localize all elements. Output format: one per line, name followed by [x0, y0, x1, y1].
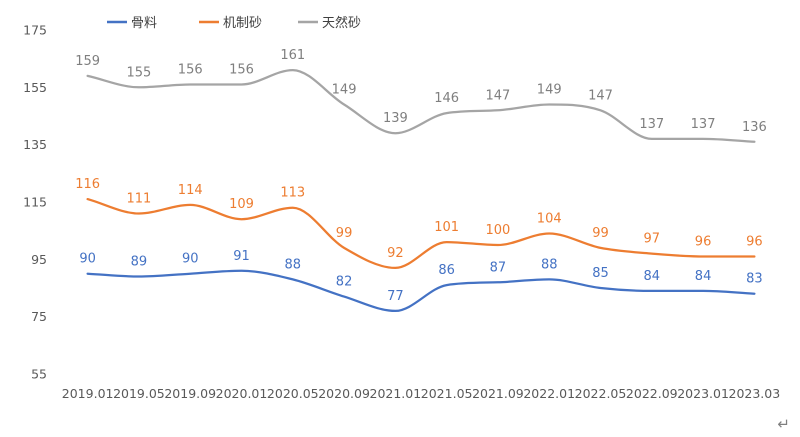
series-line-0 [86, 269, 756, 313]
data-label: 155 [127, 65, 152, 80]
data-label: 147 [486, 88, 511, 103]
data-label: 87 [490, 260, 507, 275]
x-tick-label: 2019.01 [62, 386, 114, 401]
x-tick-label: 2020.01 [216, 386, 268, 401]
data-label: 159 [75, 54, 100, 69]
x-tick-label: 2022.09 [626, 386, 678, 401]
x-tick-label: 2022.05 [575, 386, 627, 401]
data-label: 156 [229, 62, 254, 77]
legend-label: 骨料 [131, 16, 157, 31]
x-tick-label: 2021.09 [472, 386, 524, 401]
legend: 骨料 机制砂 天然砂 [107, 15, 361, 31]
x-tick-label: 2023.01 [677, 386, 729, 401]
data-label: 149 [537, 83, 562, 98]
data-label: 86 [438, 263, 455, 278]
x-tick-label: 2020.05 [267, 386, 319, 401]
legend-label: 机制砂 [223, 16, 262, 31]
y-axis-ticks: 55 75 95 115 135 155 175 [23, 23, 47, 382]
return-icon: ↵ [777, 415, 790, 433]
data-label: 156 [178, 62, 203, 77]
data-label: 104 [537, 212, 562, 227]
data-label: 84 [644, 269, 661, 284]
data-label: 82 [336, 275, 353, 290]
data-label: 113 [280, 186, 305, 201]
data-label: 161 [280, 48, 305, 63]
x-tick-label: 2021.01 [370, 386, 422, 401]
data-label: 137 [639, 117, 664, 132]
x-tick-label: 2019.05 [113, 386, 165, 401]
y-tick-label: 155 [23, 80, 47, 95]
series-line-2 [86, 68, 756, 143]
data-label: 147 [588, 88, 613, 103]
data-label: 83 [746, 272, 763, 287]
data-label: 84 [695, 269, 712, 284]
data-label: 89 [131, 255, 148, 270]
series-line-1 [86, 197, 756, 270]
y-tick-label: 55 [31, 367, 47, 382]
x-axis-ticks: 2019.01 2019.05 2019.09 2020.01 2020.05 2020.… [62, 386, 780, 401]
data-label: 99 [592, 226, 609, 241]
data-labels: 90 89 90 91 88 82 77 86 87 88 85 84 84 83 116 111 114 109… [75, 48, 767, 304]
data-label: 137 [691, 117, 716, 132]
y-tick-label: 95 [31, 252, 47, 267]
data-label: 111 [127, 191, 152, 206]
data-label: 136 [742, 120, 767, 135]
data-label: 88 [541, 257, 558, 272]
y-tick-label: 135 [23, 137, 47, 152]
data-label: 116 [75, 177, 100, 192]
data-label: 96 [695, 234, 712, 249]
x-tick-label: 2019.09 [164, 386, 216, 401]
data-label: 88 [285, 257, 302, 272]
data-label: 97 [644, 232, 661, 247]
data-label: 92 [387, 246, 404, 261]
y-tick-label: 75 [31, 309, 47, 324]
data-label: 96 [746, 234, 763, 249]
data-label: 146 [434, 91, 459, 106]
data-label: 101 [434, 220, 459, 235]
data-label: 99 [336, 226, 353, 241]
data-label: 90 [79, 252, 96, 267]
data-label: 149 [332, 83, 357, 98]
data-label: 85 [592, 266, 609, 281]
data-label: 114 [178, 183, 203, 198]
data-label: 90 [182, 252, 199, 267]
y-tick-label: 115 [23, 195, 47, 210]
data-label: 100 [486, 223, 511, 238]
data-label: 77 [387, 289, 404, 304]
series-lines [86, 68, 756, 313]
legend-label: 天然砂 [322, 15, 361, 31]
x-tick-label: 2020.09 [318, 386, 370, 401]
y-tick-label: 175 [23, 23, 47, 38]
data-label: 109 [229, 197, 254, 212]
x-tick-label: 2021.05 [421, 386, 473, 401]
data-label: 91 [233, 249, 250, 264]
data-label: 139 [383, 111, 408, 126]
x-tick-label: 2022.01 [523, 386, 575, 401]
x-tick-label: 2023.03 [729, 386, 781, 401]
